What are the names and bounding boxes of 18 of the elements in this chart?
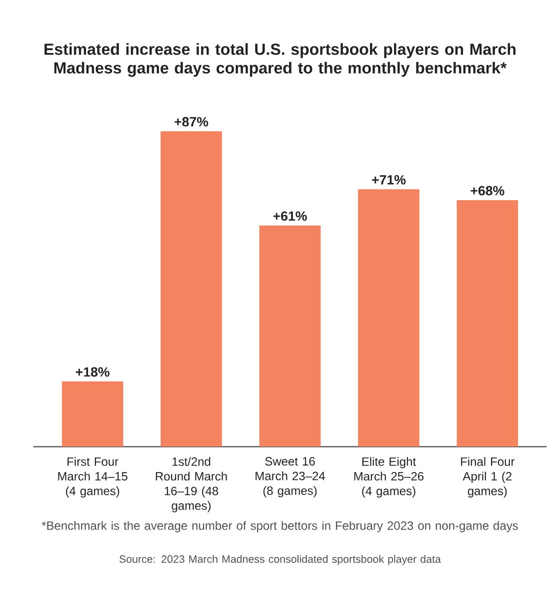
data-label: +87% xyxy=(174,117,208,126)
x-tick-label: Final Four April 1 (2 games) xyxy=(461,457,515,498)
x-tick-label: 1st/2nd Round March 16–19 (48 games) xyxy=(156,457,227,512)
data-label: +68% xyxy=(470,186,504,196)
bar xyxy=(62,381,124,447)
bar xyxy=(358,189,420,447)
chart-title: Estimated increase in total U.S. sportsbook players on March Madness game days compared to the monthly benchmark* xyxy=(44,43,516,77)
x-tick-label: First Four March 14–15 (4 games) xyxy=(58,457,128,498)
source-note: Source: 2023 March Madness consolidated sportsbook player data xyxy=(120,555,441,565)
text: *Benchmark is the average number of sport bettors in February 2023 on non-game days xyxy=(42,521,518,532)
data-label: +61% xyxy=(273,211,307,221)
data-label: +71% xyxy=(372,175,406,185)
x-tick-label: Sweet 16 March 23–24 (8 games) xyxy=(256,457,325,498)
x-tick-label: Elite Eight March 25–26 (4 games) xyxy=(354,457,424,498)
bar xyxy=(456,200,518,447)
bar xyxy=(259,225,321,447)
bar xyxy=(160,131,222,447)
data-label: +18% xyxy=(76,367,110,377)
